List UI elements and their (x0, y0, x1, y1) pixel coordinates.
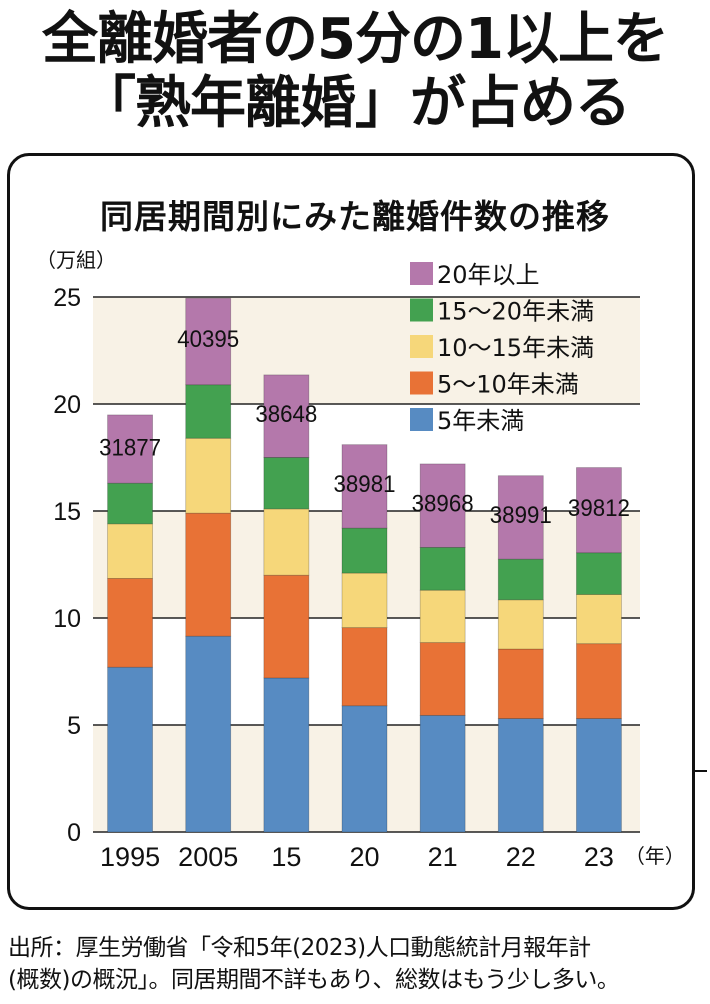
bar-segment (263, 574, 310, 679)
bar-segment (185, 384, 232, 439)
legend-swatch (410, 298, 433, 322)
bar-segment (576, 643, 622, 719)
bar-segment (263, 677, 310, 833)
bar-segment (185, 297, 232, 386)
legend-label: 5〜10年未満 (437, 371, 579, 399)
data-label: 39812 (568, 495, 630, 522)
data-label: 38981 (334, 471, 396, 498)
background-band (93, 297, 640, 404)
bar-segment (263, 457, 310, 510)
y-tick-label: 15 (53, 498, 81, 526)
legend-label: 5年未満 (437, 407, 524, 435)
y-tick-label: 0 (67, 819, 81, 847)
bar-segment (497, 475, 544, 560)
legend-swatch (410, 262, 433, 285)
legend-label: 20年以上 (437, 261, 540, 289)
bar-segment (419, 463, 466, 548)
legend-swatch (410, 408, 433, 431)
data-label: 31877 (99, 435, 161, 462)
headline-line-2: 「熟年離婚」が占める (80, 71, 631, 136)
y-tick-label: 10 (53, 605, 81, 633)
legend-swatch (410, 335, 433, 358)
headline-line-1: 全離婚者の5分の1以上を (42, 7, 669, 72)
data-label: 38648 (255, 401, 317, 428)
bar-segment (341, 705, 388, 833)
bar-segment (419, 546, 466, 591)
x-tick-label: 21 (428, 842, 458, 872)
bar-segment (341, 627, 388, 707)
source-note-line-1: 出所：厚生労働省「令和5年(2023)人口動態統計月報年計 (8, 935, 591, 961)
bar-segment (185, 635, 232, 833)
chart-title: 同居期間別にみた離婚件数の推移 (100, 197, 610, 236)
bar-segment (263, 508, 310, 576)
bar-segment (419, 642, 466, 716)
bar-segment (341, 572, 388, 629)
bar-segment (263, 374, 310, 458)
y-axis-unit-label: （万組） (36, 248, 116, 272)
data-label: 38968 (412, 490, 474, 517)
bar-segment (576, 552, 622, 595)
legend-label: 10〜15年未満 (437, 334, 594, 362)
bar-segment (341, 444, 388, 529)
bar-segment (341, 527, 388, 574)
bar-segment (576, 467, 622, 554)
x-tick-label: 20 (349, 842, 379, 872)
bar-segment (497, 558, 544, 601)
bar-segment (576, 594, 622, 645)
source-note-line-2: (概数)の概況」。同居期間不詳もあり、総数はもう少し多い。 (8, 967, 620, 993)
bar-segment (419, 589, 466, 644)
bar-segment (107, 666, 153, 833)
bar-segment (419, 714, 466, 833)
bar-segment (107, 482, 153, 525)
legend-label: 15〜20年未満 (437, 298, 594, 326)
bar-segment (497, 648, 544, 719)
x-tick-label: 22 (506, 842, 536, 872)
bar-segment (107, 414, 153, 484)
bar-segment (497, 599, 544, 650)
chart-frame (7, 153, 695, 910)
bar-segment (576, 718, 622, 833)
legend-swatch (410, 371, 433, 395)
bar-segment (107, 523, 153, 579)
bar-segment (107, 578, 153, 668)
y-tick-label: 5 (67, 712, 81, 740)
x-axis-unit-label: （年） (625, 844, 685, 868)
x-tick-label: 15 (271, 842, 301, 872)
y-tick-label: 25 (53, 284, 81, 312)
y-tick-label: 20 (53, 391, 81, 419)
x-tick-label: 2005 (178, 842, 238, 872)
frame-tick-mark (695, 770, 707, 772)
bar-segment (497, 718, 544, 833)
data-label: 38991 (490, 502, 552, 529)
data-label: 40395 (177, 326, 239, 353)
bar-segment (185, 437, 232, 514)
x-tick-label: 23 (584, 842, 614, 872)
x-tick-label: 1995 (100, 842, 160, 872)
bar-segment (185, 512, 232, 637)
